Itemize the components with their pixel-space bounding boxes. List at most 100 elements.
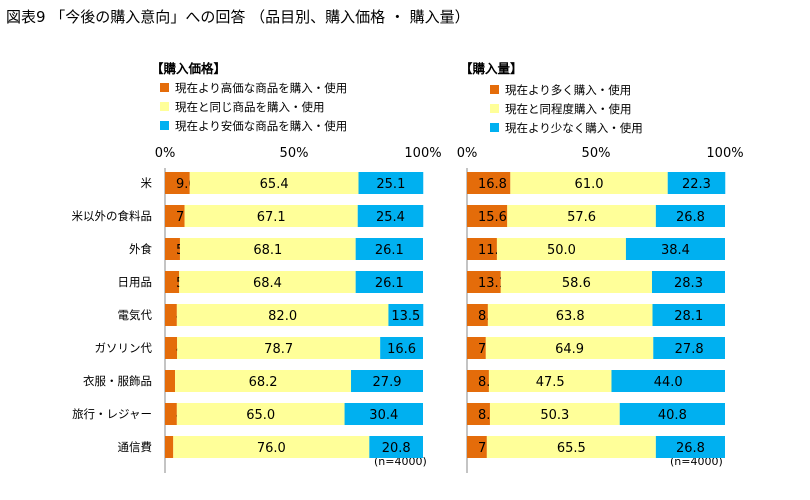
price-sample-size-note: (n=4000): [374, 455, 427, 468]
bar-segment: [507, 205, 656, 227]
quantity-panel-title: 【購入量】: [460, 61, 523, 76]
category-label: 日用品: [118, 275, 153, 289]
bar-segment: [467, 370, 489, 392]
price-legend: 現在より高価な商品を購入・使用 現在と同じ商品を購入・使用 現在より安価な商品を…: [160, 78, 347, 135]
bar-segment: [184, 205, 358, 227]
bar-segment: [165, 403, 177, 425]
category-label: 旅行・レジャー: [72, 407, 152, 421]
price-panel-title: 【購入価格】: [151, 61, 227, 76]
bar-segment: [165, 271, 180, 293]
bar-segment: [486, 436, 656, 458]
data-label: 28.1: [674, 309, 703, 324]
data-label: 30.4: [369, 408, 398, 423]
data-label: 68.2: [249, 375, 278, 390]
bar-segment: [489, 403, 620, 425]
bar-segment: [655, 436, 725, 458]
figure-title: 図表9 「今後の購入意向」への回答 （品目別、購入価格 ・ 購入量）: [6, 8, 470, 26]
bar-segment: [510, 172, 668, 194]
bar-segment: [467, 337, 486, 359]
bar-segment: [611, 370, 725, 392]
data-label: 16.8: [478, 177, 507, 192]
x-tick-label: 50%: [280, 146, 309, 161]
data-label: 47.5: [536, 375, 565, 390]
bar-segment: [369, 436, 423, 458]
bar-segment: [652, 304, 725, 326]
data-label: 27.9: [373, 375, 402, 390]
bar-segment: [179, 238, 356, 260]
bar-segment: [165, 205, 185, 227]
bar-segment: [165, 304, 177, 326]
category-label: 米: [141, 176, 153, 190]
legend-swatch-orange: [490, 85, 499, 94]
bar-segment: [467, 304, 488, 326]
data-label: 63.8: [556, 309, 585, 324]
bar-segment: [165, 238, 180, 260]
bar-segment: [173, 436, 370, 458]
bar-segment: [177, 337, 381, 359]
legend-item-price-high: 現在より高価な商品を購入・使用: [160, 78, 347, 97]
data-label: 40.8: [658, 408, 687, 423]
data-label: 58.6: [562, 276, 591, 291]
data-label: 25.1: [376, 177, 405, 192]
data-label: 68.4: [253, 276, 282, 291]
bar-segment: [165, 172, 190, 194]
data-label: 78.7: [264, 342, 293, 357]
bar-segment: [467, 403, 490, 425]
legend-swatch-yellow: [160, 102, 169, 111]
data-label: 61.0: [575, 177, 604, 192]
data-label: 15.6: [478, 210, 507, 225]
data-label: 44.0: [654, 375, 683, 390]
data-label: 26.1: [375, 276, 404, 291]
data-label: 82.0: [268, 309, 297, 324]
bar-segment: [165, 337, 178, 359]
legend-item-qty-same: 現在と同程度購入・使用: [490, 99, 643, 118]
data-label: 57.6: [567, 210, 596, 225]
legend-swatch-blue: [490, 123, 499, 132]
category-label: 電気代: [118, 308, 153, 322]
data-label: 28.3: [674, 276, 703, 291]
bar-segment: [500, 271, 652, 293]
category-label: 外食: [129, 242, 152, 256]
legend-item-price-same: 現在と同じ商品を購入・使用: [160, 97, 347, 116]
bar-segment: [487, 304, 653, 326]
bar-segment: [496, 238, 626, 260]
quantity-legend: 現在より多く購入・使用 現在と同程度購入・使用 現在より少なく購入・使用: [490, 80, 643, 137]
x-tick-label: 0%: [155, 146, 176, 161]
data-label: 25.4: [376, 210, 405, 225]
quantity-sample-size-note: (n=4000): [670, 455, 723, 468]
data-label: 67.1: [257, 210, 286, 225]
x-tick-label: 50%: [582, 146, 611, 161]
data-label: 20.8: [382, 441, 411, 456]
bar-segment: [467, 238, 497, 260]
category-label: 衣服・服飾品: [83, 374, 152, 388]
legend-item-qty-less: 現在より少なく購入・使用: [490, 118, 643, 137]
bar-segment: [357, 205, 424, 227]
data-label: 16.6: [387, 342, 416, 357]
x-tick-label: 0%: [457, 146, 478, 161]
category-label: ガソリン代: [95, 341, 153, 355]
data-label: 68.1: [253, 243, 282, 258]
bar-segment: [165, 370, 176, 392]
legend-swatch-orange: [160, 83, 169, 92]
bar-segment: [175, 370, 352, 392]
legend-label: 現在より少なく購入・使用: [505, 120, 643, 135]
data-label: 26.8: [676, 441, 705, 456]
legend-label: 現在より高価な商品を購入・使用: [175, 80, 348, 95]
data-label: 64.9: [555, 342, 584, 357]
data-label: 13.1: [478, 276, 507, 291]
data-label: 76.0: [257, 441, 286, 456]
data-label: 50.0: [547, 243, 576, 258]
bar-segment: [485, 337, 654, 359]
bar-segment: [651, 271, 725, 293]
data-label: 22.3: [682, 177, 711, 192]
data-label: 65.4: [260, 177, 289, 192]
data-label: 65.5: [557, 441, 586, 456]
bar-segment: [179, 271, 356, 293]
legend-swatch-yellow: [490, 104, 499, 113]
bar-segment: [625, 238, 725, 260]
legend-label: 現在と同程度購入・使用: [505, 101, 632, 116]
x-tick-label: 100%: [706, 146, 743, 161]
legend-label: 現在と同じ商品を購入・使用: [175, 99, 325, 114]
data-label: 26.1: [375, 243, 404, 258]
